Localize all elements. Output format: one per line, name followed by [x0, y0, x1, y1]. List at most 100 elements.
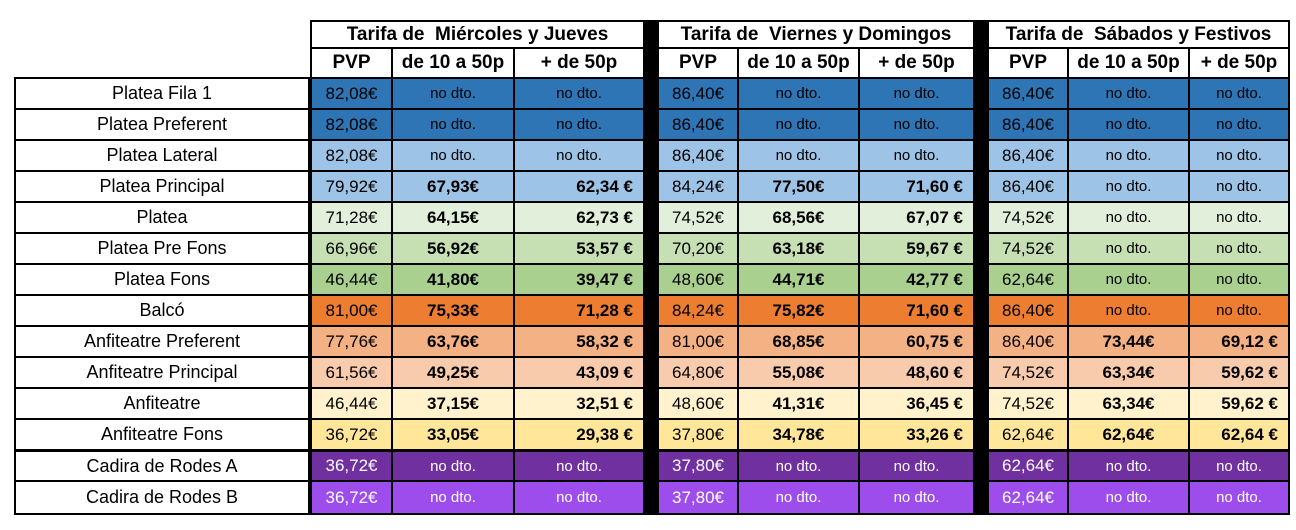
no-discount-cell: no dto. — [393, 79, 515, 108]
table-row: 82,08€ no dto. no dto. — [312, 110, 643, 141]
no-discount-cell: no dto. — [1069, 265, 1190, 294]
no-discount-cell: no dto. — [1190, 110, 1288, 139]
no-discount-cell: no dto. — [739, 141, 860, 170]
table-row: 86,40€ 73,44€ 69,12 € — [989, 327, 1288, 358]
no-discount-cell: no dto. — [1069, 452, 1190, 480]
price-cell: 36,72€ — [312, 420, 393, 449]
column-header-pvp: PVP — [312, 49, 393, 77]
no-discount-cell: no dto. — [515, 482, 643, 513]
no-discount-cell: no dto. — [1069, 203, 1190, 232]
no-discount-cell: no dto. — [739, 79, 860, 108]
column-header-10-50p: de 10 a 50p — [393, 49, 515, 77]
table-row: 62,64€ no dto. no dto. — [989, 482, 1288, 513]
no-discount-cell: no dto. — [1190, 482, 1288, 513]
row-label: Platea Fila 1 — [16, 79, 308, 110]
price-cell: 37,80€ — [659, 452, 739, 480]
price-cell: 71,28 € — [515, 296, 643, 325]
price-cell: 84,24€ — [659, 296, 739, 325]
no-discount-cell: no dto. — [739, 482, 860, 513]
table-row: 86,40€ no dto. no dto. — [659, 141, 973, 172]
no-discount-cell: no dto. — [860, 452, 973, 480]
row-label: Platea Lateral — [16, 141, 308, 172]
no-discount-cell: no dto. — [1190, 265, 1288, 294]
price-cell: 75,33€ — [393, 296, 515, 325]
price-cell: 58,32 € — [515, 327, 643, 356]
no-discount-cell: no dto. — [1190, 296, 1288, 325]
price-cell: 46,44€ — [312, 389, 393, 418]
price-cell: 62,73 € — [515, 203, 643, 232]
price-cell: 48,60€ — [659, 389, 739, 418]
price-cell: 36,72€ — [312, 482, 393, 513]
no-discount-cell: no dto. — [1069, 110, 1190, 139]
row-label: Platea Pre Fons — [16, 234, 308, 265]
price-cell: 86,40€ — [989, 110, 1069, 139]
row-label: Cadira de Rodes B — [16, 482, 308, 513]
table-row: 36,72€ no dto. no dto. — [312, 482, 643, 513]
no-discount-cell: no dto. — [1190, 141, 1288, 170]
price-cell: 71,60 € — [860, 296, 973, 325]
no-discount-cell: no dto. — [1190, 79, 1288, 108]
price-cell: 74,52€ — [659, 203, 739, 232]
table-row: 86,40€ no dto. no dto. — [989, 79, 1288, 110]
table-row: 74,52€ 63,34€ 59,62 € — [989, 358, 1288, 389]
no-discount-cell: no dto. — [515, 452, 643, 480]
group-column-headers: PVP de 10 a 50p + de 50p — [989, 49, 1288, 79]
group-body: 86,40€ no dto. no dto. 86,40€ no dto. no dto.… — [989, 79, 1288, 513]
price-cell: 59,62 € — [1190, 358, 1288, 387]
price-cell: 81,00€ — [312, 296, 393, 325]
table-row: 84,24€ 77,50€ 71,60 € — [659, 172, 973, 203]
category-column-body: Platea Fila 1 Platea Preferent Platea Late… — [14, 77, 310, 515]
price-cell: 39,47 € — [515, 265, 643, 294]
table-row: 81,00€ 68,85€ 60,75 € — [659, 327, 973, 358]
price-cell: 77,76€ — [312, 327, 393, 356]
no-discount-cell: no dto. — [860, 79, 973, 108]
price-cell: 34,78€ — [739, 420, 860, 449]
table-row: 74,52€ 68,56€ 67,07 € — [659, 203, 973, 234]
price-cell: 33,26 € — [860, 420, 973, 449]
tariff-group-viernes-domingos: Tarifa de Viernes y Domingos PVP de 10 a… — [657, 20, 975, 515]
row-label: Platea — [16, 203, 308, 234]
column-header-10-50p: de 10 a 50p — [1069, 49, 1190, 77]
price-cell: 81,00€ — [659, 327, 739, 356]
price-cell: 86,40€ — [989, 296, 1069, 325]
table-row: 86,40€ no dto. no dto. — [989, 141, 1288, 172]
price-cell: 37,80€ — [659, 420, 739, 449]
price-cell: 59,67 € — [860, 234, 973, 263]
group-separator — [975, 20, 987, 515]
no-discount-cell: no dto. — [393, 482, 515, 513]
price-cell: 68,56€ — [739, 203, 860, 232]
price-cell: 62,34 € — [515, 172, 643, 201]
no-discount-cell: no dto. — [1069, 234, 1190, 263]
table-row: 86,40€ no dto. no dto. — [989, 296, 1288, 327]
tariff-group-sabados-festivos: Tarifa de Sábados y Festivos PVP de 10 a… — [987, 20, 1290, 515]
price-cell: 62,64€ — [1069, 420, 1190, 449]
price-cell: 71,28€ — [312, 203, 393, 232]
price-cell: 56,92€ — [393, 234, 515, 263]
price-cell: 46,44€ — [312, 265, 393, 294]
price-cell: 41,31€ — [739, 389, 860, 418]
price-cell: 75,82€ — [739, 296, 860, 325]
row-label: Anfiteatre — [16, 389, 308, 420]
no-discount-cell: no dto. — [393, 452, 515, 480]
price-cell: 86,40€ — [989, 79, 1069, 108]
price-cell: 29,38 € — [515, 420, 643, 449]
price-cell: 67,93€ — [393, 172, 515, 201]
price-cell: 55,08€ — [739, 358, 860, 387]
price-cell: 43,09 € — [515, 358, 643, 387]
row-label: Anfiteatre Principal — [16, 358, 308, 389]
no-discount-cell: no dto. — [1069, 79, 1190, 108]
price-cell: 84,24€ — [659, 172, 739, 201]
table-row: 70,20€ 63,18€ 59,67 € — [659, 234, 973, 265]
group-title: Tarifa de Sábados y Festivos — [989, 22, 1288, 49]
row-label: Platea Preferent — [16, 110, 308, 141]
table-row: 86,40€ no dto. no dto. — [659, 110, 973, 141]
table-row: 64,80€ 55,08€ 48,60 € — [659, 358, 973, 389]
table-row: 86,40€ no dto. no dto. — [989, 110, 1288, 141]
no-discount-cell: no dto. — [515, 141, 643, 170]
table-row: 71,28€ 64,15€ 62,73 € — [312, 203, 643, 234]
row-label: Balcó — [16, 296, 308, 327]
table-row: 62,64€ 62,64€ 62,64 € — [989, 420, 1288, 451]
price-cell: 69,12 € — [1190, 327, 1288, 356]
price-cell: 49,25€ — [393, 358, 515, 387]
